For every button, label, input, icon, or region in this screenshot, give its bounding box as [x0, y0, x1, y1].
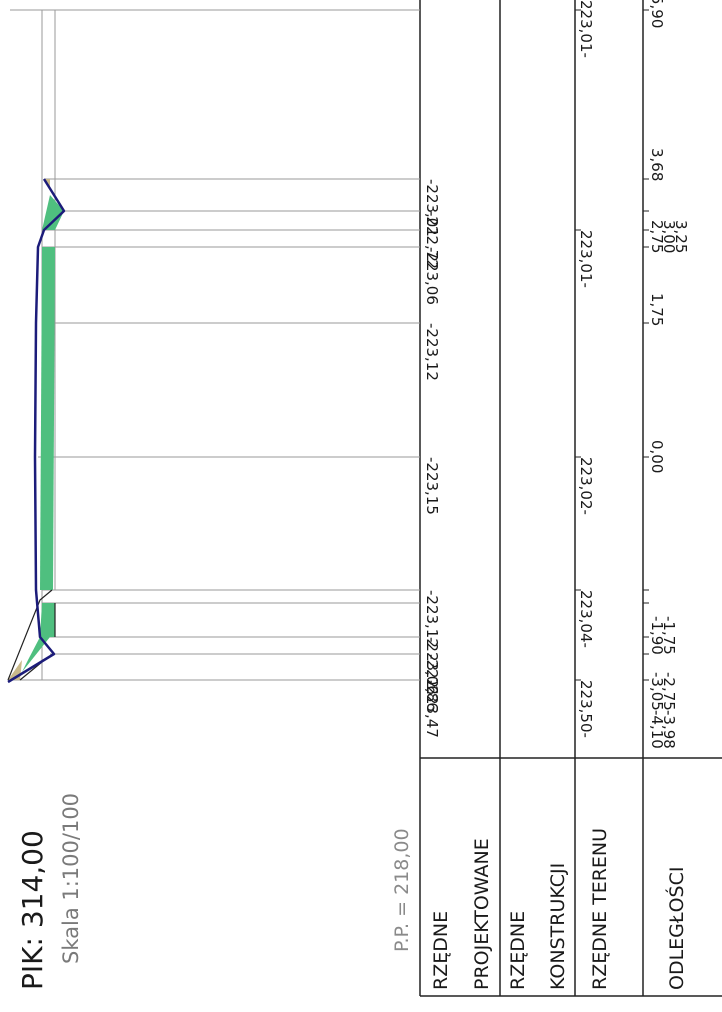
- section-reference-lines: [10, 9, 420, 680]
- projected-elevation: -223,06: [423, 637, 441, 695]
- distances: -4,10 -3,98 -3,05 -2,75 -1,90 -1,75 0,00…: [648, 0, 690, 749]
- projected-elevation: -222,72: [423, 211, 441, 269]
- header-terenu: RZĘDNE TERENU: [589, 828, 611, 990]
- distance-value: 3,25: [672, 220, 690, 253]
- fill-main-green: [40, 247, 55, 590]
- section-fills: [8, 179, 64, 680]
- projected-elevation: -223,15: [423, 457, 441, 515]
- column-ticks: [575, 9, 649, 681]
- projected-elevation: -223,47: [423, 680, 441, 738]
- header-konstrukcji-line2: KONSTRUKCJI: [547, 863, 569, 990]
- projected-elevation: -222,86: [423, 654, 441, 712]
- distance-value: -3,98: [660, 710, 678, 749]
- distance-value: -1,75: [660, 616, 678, 655]
- pik-label: PIK: 314,00: [16, 830, 49, 990]
- terrain-elevation: 223,04-: [577, 590, 595, 648]
- terrain-elevation: 223,01-: [577, 230, 595, 288]
- header-projektowane-line2: PROJEKTOWANE: [471, 838, 493, 990]
- distance-value: -4,10: [648, 710, 666, 749]
- terrain-elevation: 223,50-: [577, 680, 595, 738]
- distance-value: 3,00: [660, 220, 678, 253]
- projected-elevation: -223,01: [423, 179, 441, 237]
- header-odleglosci: ODLEGŁOŚCI: [664, 867, 688, 990]
- table-frame: [419, 0, 722, 997]
- distance-value: -1,90: [648, 616, 666, 655]
- distance-value: -2,75: [660, 672, 678, 711]
- table-headers: RZĘDNE PROJEKTOWANE RZĘDNE KONSTRUKCJI R…: [430, 828, 688, 990]
- projected-elevation: -223,06: [423, 247, 441, 305]
- distance-value: 1,75: [648, 293, 666, 326]
- distance-value: 2,75: [648, 220, 666, 253]
- projected-elevation: -223,12: [423, 323, 441, 381]
- header-konstrukcji-line1: RZĘDNE: [507, 911, 529, 990]
- station-lines: [8, 178, 420, 681]
- reference-level-label: P.P. = 218,00: [391, 828, 413, 952]
- terrain-elevations: 223,50- 223,04- 223,02- 223,01- 223,01-: [577, 0, 595, 738]
- terrain-lines: [7, 589, 56, 681]
- fill-lower-green: [40, 603, 55, 637]
- distance-value: 5,90: [648, 0, 666, 28]
- projected-elevations: -223,47 -222,86 -223,06 -223,12 -223,15 …: [423, 179, 441, 738]
- header-projektowane-line1: RZĘDNE: [430, 911, 452, 990]
- scale-label: Skala 1:100/100: [59, 793, 83, 964]
- distance-value: 0,00: [648, 440, 666, 473]
- distance-value: 3,68: [648, 148, 666, 181]
- terrain-elevation: 223,02-: [577, 457, 595, 515]
- title-block: PIK: 314,00 Skala 1:100/100 P.P. = 218,0…: [16, 793, 413, 990]
- distance-value: -3,05: [648, 672, 666, 711]
- design-profile-outline: [7, 178, 66, 684]
- fill-upper-green: [42, 195, 64, 230]
- projected-elevation: -223,12: [423, 590, 441, 648]
- terrain-elevation: 223,01-: [577, 0, 595, 58]
- fill-left-green: [22, 637, 50, 672]
